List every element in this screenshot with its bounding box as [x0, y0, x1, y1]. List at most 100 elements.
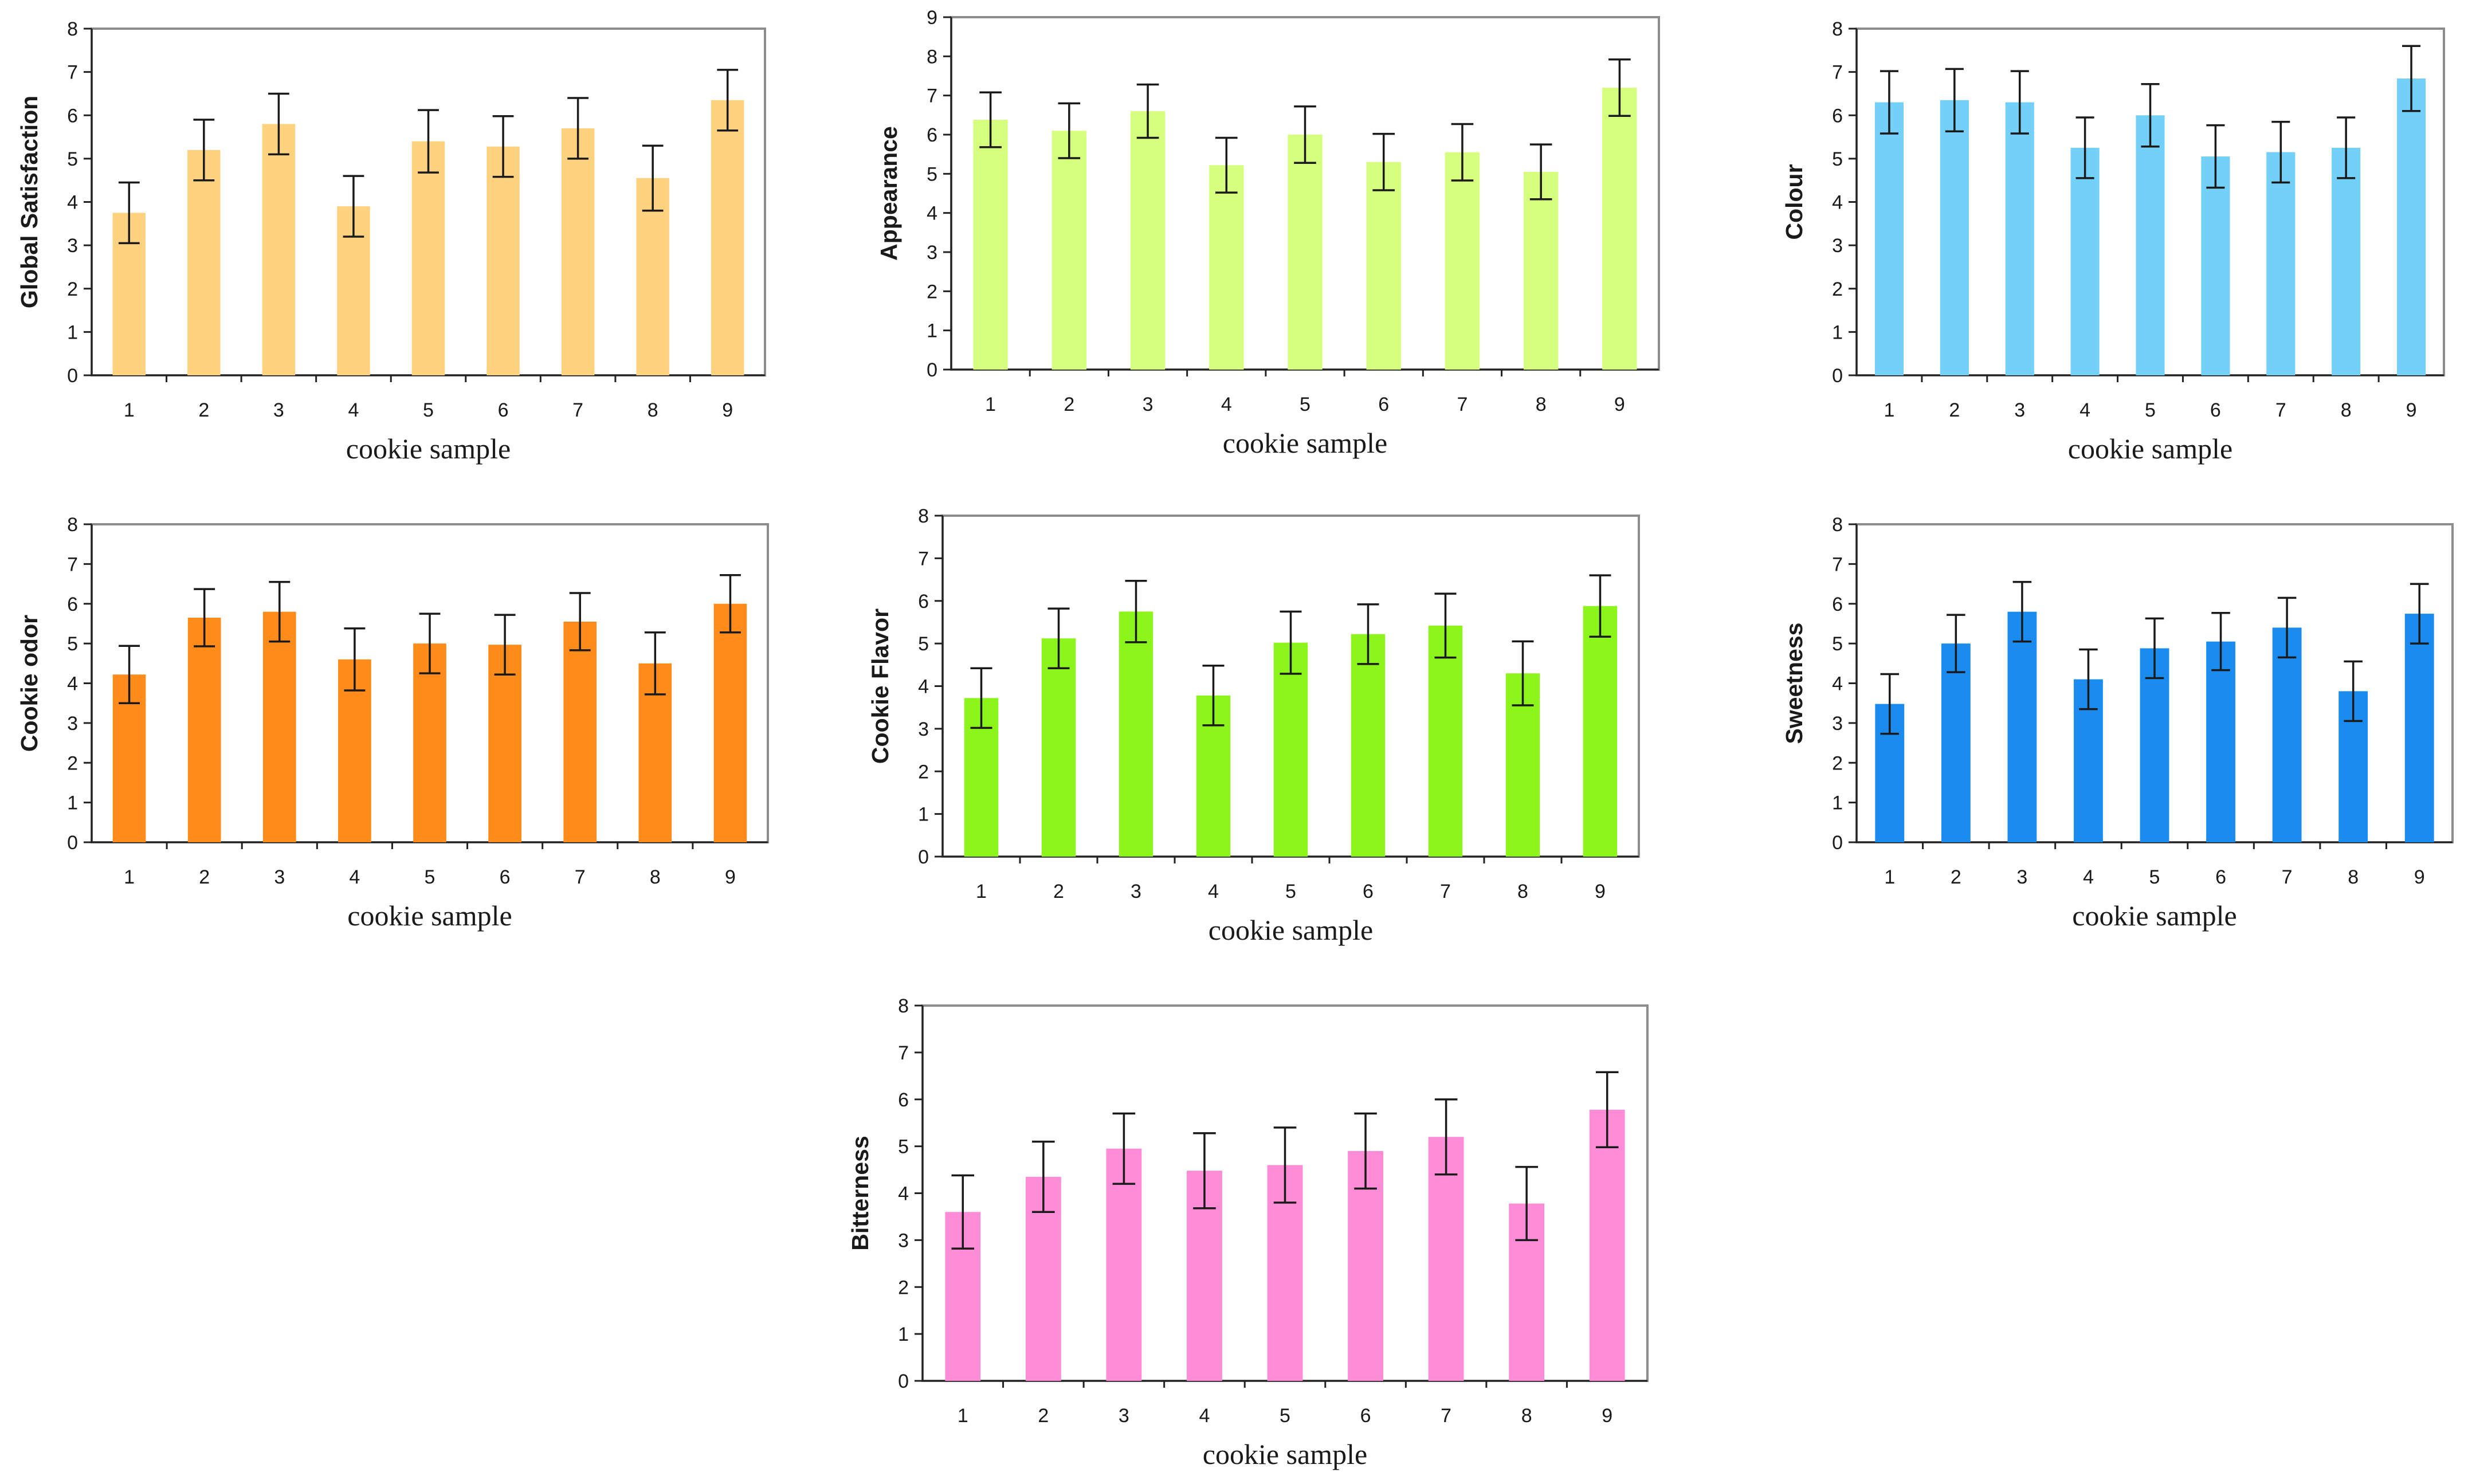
error-bar	[492, 115, 514, 178]
y-tick-label: 8	[67, 18, 78, 40]
error-bar	[717, 69, 739, 132]
x-tick-label: 6	[1363, 881, 1374, 902]
y-tick-label: 5	[898, 1136, 909, 1158]
x-tick-label: 1	[976, 881, 987, 902]
x-tick-label: 1	[124, 866, 135, 888]
x-tick-label: 1	[1884, 866, 1895, 888]
x-tick-label: 9	[2406, 399, 2417, 421]
x-tick-label: 4	[2083, 866, 2094, 888]
bar	[1941, 643, 1971, 842]
x-tick-label: 2	[1064, 394, 1074, 415]
bar	[262, 124, 296, 375]
x-tick-label: 5	[1280, 1405, 1290, 1427]
bar	[2332, 147, 2361, 375]
error-bar	[2271, 120, 2290, 184]
y-tick-label: 4	[67, 192, 78, 214]
y-tick-label: 8	[898, 995, 909, 1017]
bar	[1106, 1148, 1142, 1381]
y-tick-label: 5	[1832, 148, 1843, 170]
x-axis-label: cookie sample	[1203, 1438, 1367, 1470]
error-bar	[494, 614, 516, 676]
x-tick-label: 6	[2215, 866, 2226, 888]
y-tick-label: 1	[67, 792, 78, 814]
bar	[2201, 156, 2230, 375]
error-bar	[1357, 603, 1379, 665]
error-bar	[970, 667, 992, 729]
error-bar	[644, 631, 666, 696]
error-bar	[1608, 58, 1631, 117]
x-tick-label: 8	[1536, 394, 1547, 415]
error-bar	[1529, 143, 1552, 201]
x-tick-label: 8	[2348, 866, 2359, 888]
y-tick-label: 7	[918, 548, 929, 570]
bar	[1445, 152, 1480, 370]
error-bar	[569, 592, 591, 651]
y-tick-label: 1	[1832, 321, 1843, 343]
error-bar	[1280, 610, 1302, 675]
y-tick-label: 7	[1832, 553, 1843, 575]
y-tick-label: 6	[67, 105, 78, 127]
error-bar	[1372, 132, 1395, 191]
x-tick-label: 3	[2014, 399, 2025, 421]
error-bar	[719, 574, 741, 634]
error-bar	[119, 645, 140, 704]
error-bar	[1202, 665, 1225, 727]
bar	[1428, 1137, 1464, 1381]
y-tick-label: 5	[927, 163, 937, 185]
y-axis-label: Bitterness	[847, 1136, 873, 1251]
x-tick-label: 3	[1143, 394, 1153, 415]
error-bar	[344, 627, 366, 692]
x-axis-label: cookie sample	[347, 900, 512, 932]
y-tick-label: 9	[927, 7, 937, 29]
y-tick-label: 4	[898, 1183, 909, 1205]
y-tick-label: 4	[927, 203, 937, 225]
x-tick-label: 7	[1457, 394, 1468, 415]
x-tick-label: 8	[650, 866, 661, 888]
y-tick-label: 0	[927, 359, 937, 381]
y-tick-label: 6	[898, 1089, 909, 1111]
x-tick-label: 3	[1131, 881, 1141, 902]
x-tick-label: 6	[498, 399, 509, 421]
bar	[413, 643, 446, 842]
y-tick-label: 6	[927, 124, 937, 146]
y-axis-label: Colour	[1781, 164, 1807, 240]
error-bar	[2402, 45, 2421, 112]
error-bar	[2344, 660, 2363, 723]
bar	[973, 120, 1008, 370]
error-bar	[1058, 102, 1081, 159]
bar	[1428, 625, 1463, 857]
error-bar	[2337, 116, 2356, 179]
y-tick-label: 3	[927, 242, 937, 264]
y-tick-label: 3	[67, 235, 78, 257]
x-tick-label: 5	[2149, 866, 2160, 888]
error-bar	[268, 92, 289, 156]
x-tick-label: 2	[1949, 399, 1960, 421]
error-bar	[343, 175, 364, 238]
y-tick-label: 7	[67, 553, 78, 575]
bar	[2007, 611, 2037, 842]
error-bar	[2075, 116, 2094, 179]
y-tick-label: 1	[898, 1324, 909, 1345]
bar	[486, 146, 520, 375]
y-tick-label: 7	[898, 1042, 909, 1064]
error-bar	[951, 1174, 975, 1250]
x-tick-label: 7	[2275, 399, 2286, 421]
bar	[713, 603, 747, 842]
y-axis-label: Sweetness	[1781, 623, 1807, 744]
error-bar	[2410, 583, 2429, 645]
x-tick-label: 6	[500, 866, 511, 888]
bar	[2140, 648, 2169, 842]
y-axis-label: Cookie odor	[16, 615, 42, 752]
error-bar	[1215, 136, 1238, 194]
bar	[2206, 641, 2235, 842]
x-tick-label: 4	[1208, 881, 1219, 902]
x-tick-label: 2	[199, 866, 210, 888]
y-tick-label: 5	[918, 633, 929, 655]
error-bar	[1947, 614, 1965, 673]
x-tick-label: 2	[1053, 881, 1064, 902]
y-tick-label: 6	[1832, 594, 1843, 615]
